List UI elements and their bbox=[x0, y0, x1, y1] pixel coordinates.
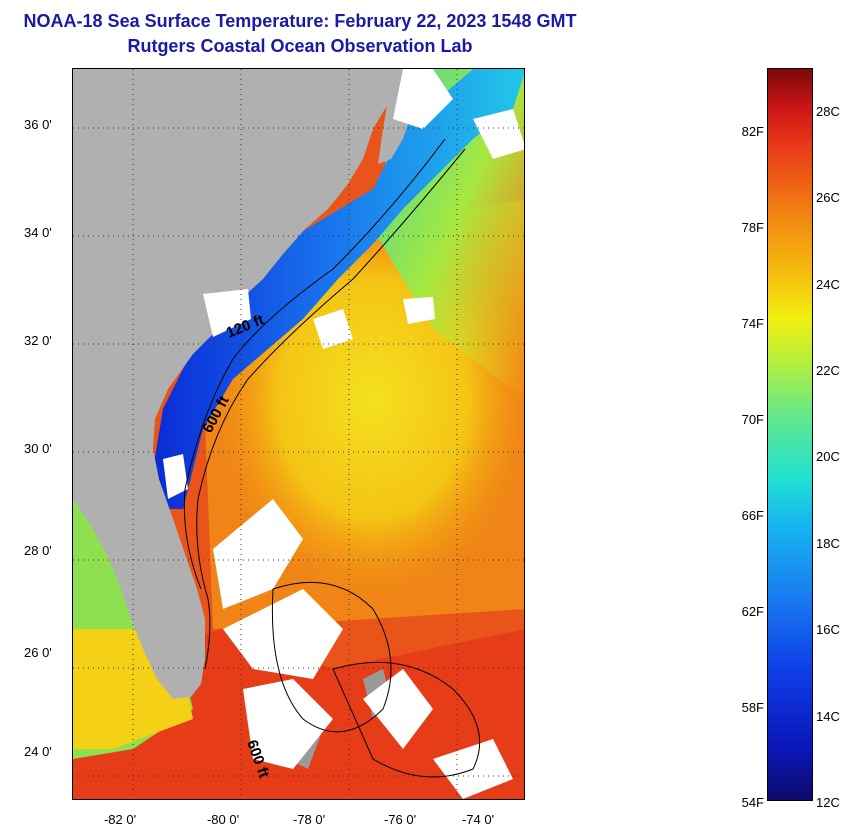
page-title: NOAA-18 Sea Surface Temperature: Februar… bbox=[23, 11, 577, 31]
lon-label: -76 0' bbox=[383, 812, 417, 827]
page-subtitle: Rutgers Coastal Ocean Observation Lab bbox=[127, 36, 473, 56]
colorbar-c-label: 24C bbox=[816, 277, 840, 292]
colorbar-c-label: 18C bbox=[816, 536, 840, 551]
colorbar-c-label: 16C bbox=[816, 622, 840, 637]
colorbar-c-label: 26C bbox=[816, 190, 840, 205]
colorbar-f-label: 62F bbox=[741, 604, 764, 619]
colorbar-f-label: 66F bbox=[741, 508, 764, 523]
lat-label: 36 0' bbox=[24, 117, 52, 132]
lat-label: 28 0' bbox=[24, 543, 52, 558]
colorbar-c-label: 12C bbox=[816, 795, 840, 810]
colorbar-f-label: 78F bbox=[741, 220, 764, 235]
sst-map[interactable]: 120 ft 600 ft 600 ft bbox=[72, 68, 525, 800]
colorbar-c-label: 14C bbox=[816, 709, 840, 724]
colorbar-f-label: 82F bbox=[741, 124, 764, 139]
colorbar-c-label: 22C bbox=[816, 363, 840, 378]
temperature-colorbar bbox=[767, 68, 813, 801]
contour-bahamas-2 bbox=[332, 661, 481, 778]
lon-label: -78 0' bbox=[292, 812, 326, 827]
colorbar-f-label: 54F bbox=[741, 795, 764, 810]
lon-label: -74 0' bbox=[461, 812, 495, 827]
colorbar-c-label: 28C bbox=[816, 104, 840, 119]
land-mainland bbox=[73, 69, 393, 699]
lat-label: 32 0' bbox=[24, 333, 52, 348]
lat-label: 26 0' bbox=[24, 645, 52, 660]
contour-bahamas bbox=[271, 581, 392, 733]
colorbar-f-label: 70F bbox=[741, 412, 764, 427]
lat-label: 30 0' bbox=[24, 441, 52, 456]
colorbar-f-label: 58F bbox=[741, 700, 764, 715]
lat-label: 24 0' bbox=[24, 744, 52, 759]
lat-label: 34 0' bbox=[24, 225, 52, 240]
colorbar-f-label: 74F bbox=[741, 316, 764, 331]
graticule bbox=[73, 69, 524, 799]
lon-label: -82 0' bbox=[103, 812, 137, 827]
colorbar-c-label: 20C bbox=[816, 449, 840, 464]
cold-shelf bbox=[153, 69, 524, 509]
contour-120ft bbox=[183, 138, 446, 590]
lon-label: -80 0' bbox=[206, 812, 240, 827]
contour-600ft bbox=[196, 148, 466, 670]
sst-map-svg: 120 ft 600 ft 600 ft bbox=[73, 69, 524, 799]
